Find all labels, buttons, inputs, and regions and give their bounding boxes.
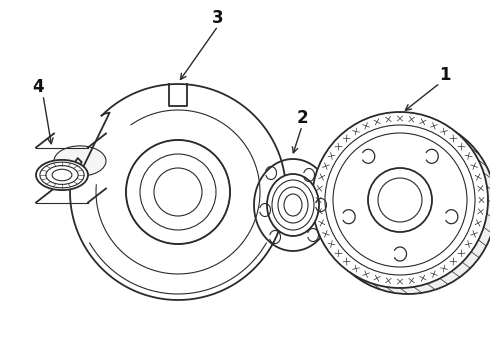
Ellipse shape xyxy=(254,159,332,251)
Ellipse shape xyxy=(320,118,490,294)
Text: 1: 1 xyxy=(439,66,451,84)
Circle shape xyxy=(325,125,475,275)
Circle shape xyxy=(126,140,230,244)
Text: 4: 4 xyxy=(32,78,44,96)
Ellipse shape xyxy=(54,146,106,176)
Circle shape xyxy=(312,112,488,288)
Text: 3: 3 xyxy=(212,9,224,27)
Text: 2: 2 xyxy=(296,109,308,127)
Circle shape xyxy=(368,168,432,232)
Ellipse shape xyxy=(36,160,88,190)
Ellipse shape xyxy=(267,174,319,236)
